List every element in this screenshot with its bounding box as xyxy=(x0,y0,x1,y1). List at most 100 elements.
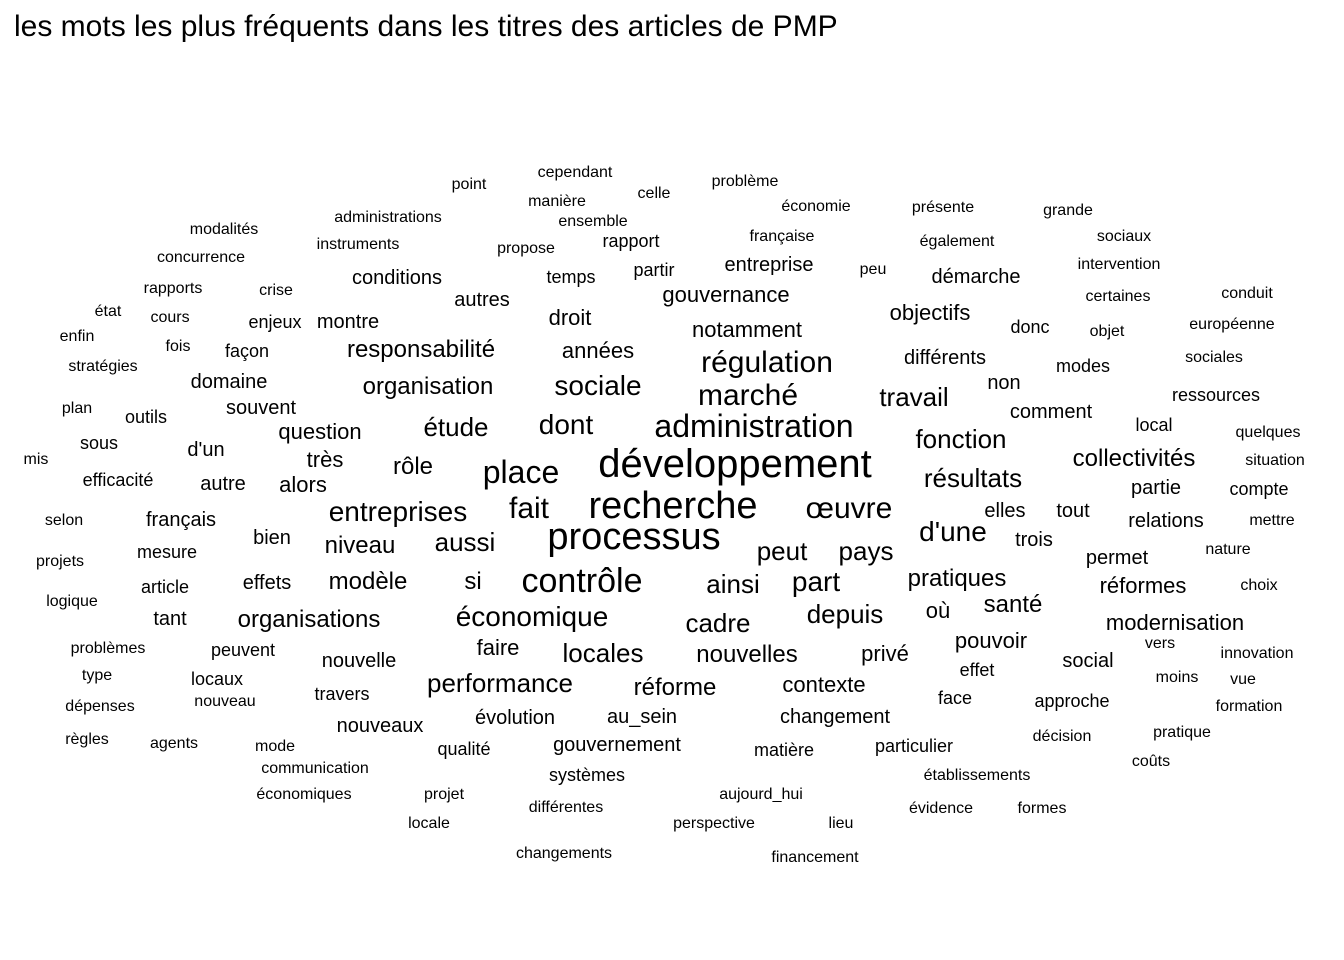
word-contrôle: contrôle xyxy=(522,562,643,600)
word-type: type xyxy=(82,667,112,684)
word-niveau: niveau xyxy=(325,532,396,559)
word-recherche: recherche xyxy=(589,485,758,527)
word-communication: communication xyxy=(261,760,369,777)
word-locale: locale xyxy=(408,815,450,832)
word-règles: règles xyxy=(65,731,109,748)
word-différentes: différentes xyxy=(529,799,603,816)
word-nouvelle: nouvelle xyxy=(322,650,397,672)
word-régulation: régulation xyxy=(701,346,833,379)
word-aujourd_hui: aujourd_hui xyxy=(719,786,803,803)
word-mettre: mettre xyxy=(1249,512,1294,529)
word-comment: comment xyxy=(1010,401,1093,423)
word-développement: développement xyxy=(598,442,872,486)
word-résultats: résultats xyxy=(924,463,1022,493)
word-perspective: perspective xyxy=(673,815,755,832)
word-question: question xyxy=(278,419,361,444)
word-si: si xyxy=(464,568,481,595)
word-performance: performance xyxy=(427,668,573,698)
word-pratique: pratique xyxy=(1153,724,1211,741)
word-tant: tant xyxy=(153,608,187,630)
word-mesure: mesure xyxy=(137,542,197,562)
word-innovation: innovation xyxy=(1221,645,1294,662)
word-partie: partie xyxy=(1131,477,1181,499)
word-économique: économique xyxy=(456,601,609,632)
word-privé: privé xyxy=(861,641,909,666)
word-ressources: ressources xyxy=(1172,385,1260,405)
word-locaux: locaux xyxy=(191,669,243,689)
word-donc: donc xyxy=(1010,317,1049,337)
word-article: article xyxy=(141,577,189,597)
word-fois: fois xyxy=(166,338,191,355)
word-étude: étude xyxy=(423,412,488,442)
word-instruments: instruments xyxy=(317,236,400,253)
word-changements: changements xyxy=(516,845,612,862)
word-selon: selon xyxy=(45,512,83,529)
word-souvent: souvent xyxy=(226,397,296,419)
word-qualité: qualité xyxy=(437,739,490,759)
word-administrations: administrations xyxy=(334,209,442,226)
word-marché: marché xyxy=(698,379,798,412)
word-ensemble: ensemble xyxy=(558,213,627,230)
word-notamment: notamment xyxy=(692,317,802,342)
word-rapports: rapports xyxy=(144,280,203,297)
word-matière: matière xyxy=(754,740,814,760)
word-santé: santé xyxy=(984,591,1043,618)
word-relations: relations xyxy=(1128,510,1204,532)
word-choix: choix xyxy=(1240,577,1277,594)
word-projet: projet xyxy=(424,786,465,803)
word-nouveaux: nouveaux xyxy=(337,715,424,737)
word-partir: partir xyxy=(633,260,674,280)
word-problèmes: problèmes xyxy=(71,640,146,657)
word-particulier: particulier xyxy=(875,736,953,756)
word-formes: formes xyxy=(1018,800,1067,817)
word-collectivités: collectivités xyxy=(1073,445,1196,472)
word-objet: objet xyxy=(1090,323,1125,340)
word-financement: financement xyxy=(771,849,859,866)
word-outils: outils xyxy=(125,407,167,427)
word-conditions: conditions xyxy=(352,267,442,289)
word-vers: vers xyxy=(1145,635,1175,652)
word-lieu: lieu xyxy=(829,815,854,832)
word-systèmes: systèmes xyxy=(549,765,625,785)
word-d-une: d'une xyxy=(919,516,987,547)
word-d-un: d'un xyxy=(187,439,224,461)
word-agents: agents xyxy=(150,735,198,752)
word-responsabilité: responsabilité xyxy=(347,336,495,363)
word-différents: différents xyxy=(904,347,986,369)
word-nouvelles: nouvelles xyxy=(696,641,797,668)
word-rapport: rapport xyxy=(602,231,659,251)
word-bien: bien xyxy=(253,527,291,549)
word-efficacité: efficacité xyxy=(83,470,154,490)
word-projets: projets xyxy=(36,553,84,570)
word-entreprises: entreprises xyxy=(329,496,468,527)
word-autres: autres xyxy=(454,289,510,311)
word-aussi: aussi xyxy=(435,527,496,557)
word-très: très xyxy=(307,447,344,472)
word-manière: manière xyxy=(528,193,586,210)
word-ainsi: ainsi xyxy=(706,569,759,599)
chart-title: les mots les plus fréquents dans les tit… xyxy=(14,10,838,43)
word-modalités: modalités xyxy=(190,221,258,238)
word-dont: dont xyxy=(539,409,594,440)
word-compte: compte xyxy=(1229,479,1288,499)
word-certaines: certaines xyxy=(1086,288,1151,305)
word-travers: travers xyxy=(314,684,369,704)
word-enjeux: enjeux xyxy=(248,312,301,332)
word-économie: économie xyxy=(781,198,850,215)
word-effets: effets xyxy=(243,572,292,594)
word-sociales: sociales xyxy=(1185,349,1243,366)
word-plan: plan xyxy=(62,400,92,417)
word-montre: montre xyxy=(317,311,379,333)
word-crise: crise xyxy=(259,282,293,299)
word-cependant: cependant xyxy=(538,164,613,181)
word-dépenses: dépenses xyxy=(65,698,134,715)
word-établissements: établissements xyxy=(924,767,1031,784)
word-sociale: sociale xyxy=(554,370,641,401)
word-évolution: évolution xyxy=(475,707,555,729)
word-locales: locales xyxy=(563,638,644,668)
word-travail: travail xyxy=(879,382,948,412)
word-décision: décision xyxy=(1033,728,1092,745)
word-cadre: cadre xyxy=(685,608,750,638)
word-faire: faire xyxy=(477,635,520,660)
word-où: où xyxy=(926,598,950,623)
